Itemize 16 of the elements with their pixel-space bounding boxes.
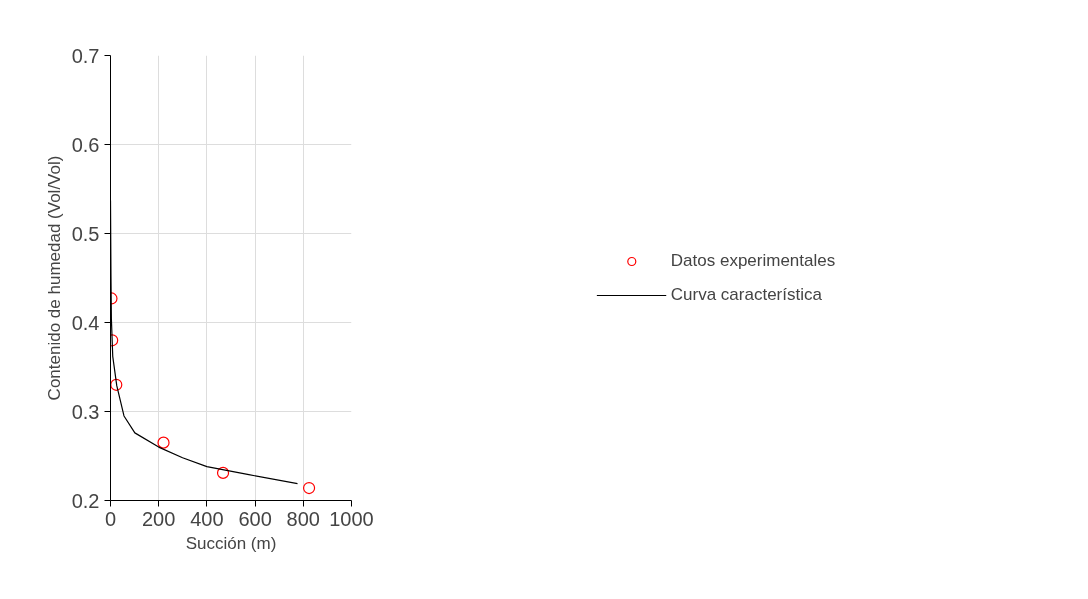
y-tick-label: 0.2 bbox=[71, 489, 100, 512]
x-tick-label: 0 bbox=[104, 507, 117, 530]
y-axis-title: Contenido de humedad (Vol/Vol) bbox=[44, 155, 64, 401]
y-tick-label: 0.7 bbox=[71, 44, 100, 67]
x-axis-title: Succión (m) bbox=[185, 533, 277, 553]
x-tick-label: 400 bbox=[190, 507, 224, 530]
legend-label: Datos experimentales bbox=[670, 250, 836, 271]
x-tick-label: 800 bbox=[286, 507, 320, 530]
x-tick-label: 600 bbox=[238, 507, 272, 530]
y-tick-label: 0.6 bbox=[71, 133, 100, 156]
y-tick-label: 0.5 bbox=[71, 222, 100, 245]
y-tick-label: 0.3 bbox=[71, 400, 100, 423]
x-tick-label: 1000 bbox=[329, 507, 374, 530]
y-tick-label: 0.4 bbox=[71, 311, 100, 334]
legend-label: Curva característica bbox=[670, 284, 822, 305]
x-tick-label: 200 bbox=[142, 507, 176, 530]
